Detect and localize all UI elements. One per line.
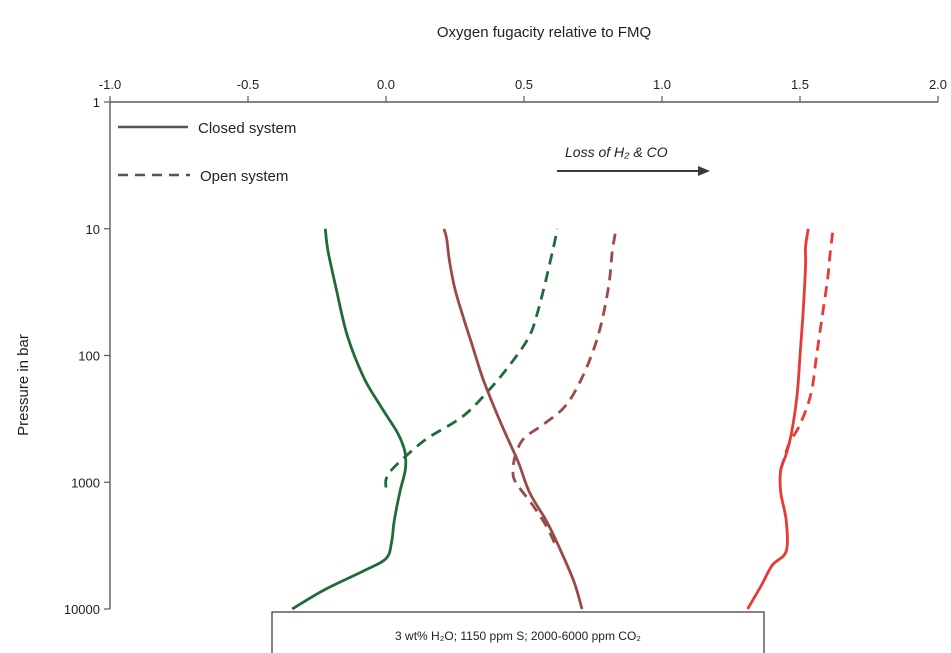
series-line-3-solid [442,228,584,610]
series-line-1-solid [291,228,408,611]
y-tick-label: 10000 [64,602,100,617]
series-line-5-solid [746,228,810,610]
series-layer [291,228,835,611]
legend: Closed system Open system [118,120,296,185]
annotation: Loss of H₂ & CO [557,144,710,176]
annotation-text: Loss of H₂ & CO [565,144,668,160]
series-line-6-dashed [779,228,835,471]
x-tick-label: 1.0 [653,77,671,92]
y-tick-label: 1000 [71,475,100,490]
caption-frame [271,611,765,653]
x-tick-label: -1.0 [99,77,121,92]
y-tick-label: 10 [86,222,100,237]
x-tick-label: 1.5 [791,77,809,92]
x-tick-label: 0.5 [515,77,533,92]
legend-closed-label: Closed system [198,120,296,137]
y-tick-label: 1 [93,95,100,110]
x-tick-label: 0.0 [377,77,395,92]
legend-open-label: Open system [200,168,288,185]
y-tick-label: 100 [78,349,100,364]
y-ticks: 1 10 100 1000 10000 [64,95,110,617]
x-tick-label: -0.5 [237,77,259,92]
x-axis-title: Oxygen fugacity relative to FMQ [437,24,651,41]
y-axis-title: Pressure in bar [15,334,32,436]
series-line-2-dashed [384,228,559,488]
caption-box: 3 wt% H₂O; 1150 ppm S; 2000-6000 ppm CO₂ [271,611,765,653]
caption-text: 3 wt% H₂O; 1150 ppm S; 2000-6000 ppm CO₂ [395,629,641,643]
x-ticks: -1.0 -0.5 0.0 0.5 1.0 1.5 2.0 [99,77,947,102]
x-tick-label: 2.0 [929,77,947,92]
series-line-4-dashed [511,228,617,544]
